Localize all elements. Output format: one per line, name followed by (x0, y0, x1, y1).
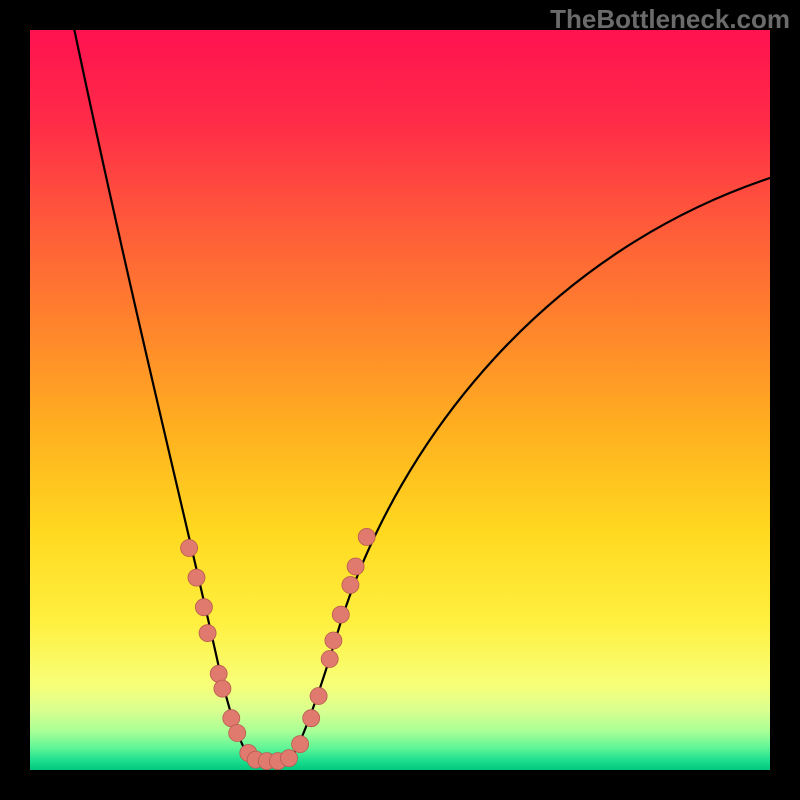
data-marker (199, 625, 216, 642)
chart-container: TheBottleneck.com (0, 0, 800, 800)
data-marker (210, 665, 227, 682)
data-marker (229, 725, 246, 742)
data-marker (188, 569, 205, 586)
plot-area (30, 30, 770, 770)
plot-svg (30, 30, 770, 770)
data-marker (181, 540, 198, 557)
data-marker (347, 558, 364, 575)
data-marker (292, 736, 309, 753)
data-marker (358, 528, 375, 545)
data-marker (214, 680, 231, 697)
watermark-text: TheBottleneck.com (550, 4, 790, 35)
data-marker (325, 632, 342, 649)
data-marker (303, 710, 320, 727)
data-marker (332, 606, 349, 623)
data-marker (310, 688, 327, 705)
data-marker (195, 599, 212, 616)
gradient-background (30, 30, 770, 770)
data-marker (281, 750, 298, 767)
data-marker (321, 651, 338, 668)
data-marker (342, 577, 359, 594)
